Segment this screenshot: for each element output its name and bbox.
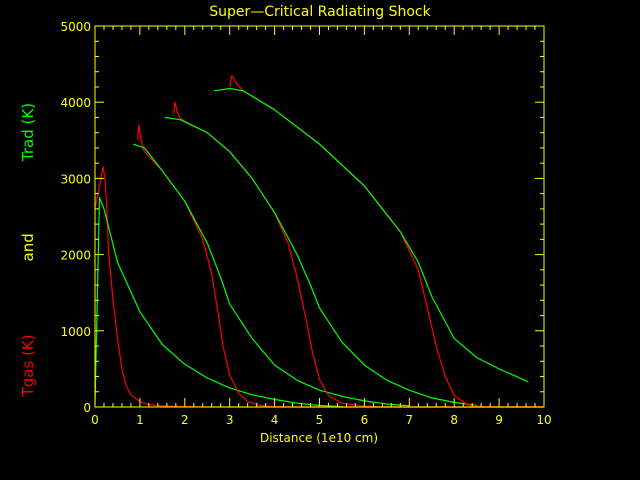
y-label-trad: Trad (K) <box>19 103 37 162</box>
y-tick-label: 1000 <box>60 325 91 339</box>
trad-curve-3 <box>164 116 477 407</box>
x-tick-label: 8 <box>450 413 458 427</box>
x-tick-label: 5 <box>316 413 324 427</box>
x-tick-label: 3 <box>226 413 234 427</box>
x-tick-label: 4 <box>271 413 279 427</box>
x-tick-label: 10 <box>536 413 551 427</box>
y-tick-label: 2000 <box>60 249 91 263</box>
series-layer <box>94 74 544 408</box>
y-tick-label: 5000 <box>60 20 91 34</box>
chart-title: Super—Critical Radiating Shock <box>209 4 431 20</box>
x-tick-label: 0 <box>91 413 99 427</box>
trad-curve-2 <box>133 143 410 407</box>
y-axis-label: Tgas (K) and Trad (K) <box>19 103 37 397</box>
y-label-and: and <box>19 233 37 261</box>
tgas-curve-2 <box>137 124 544 408</box>
trad-curve-4 <box>213 87 529 383</box>
y-tick-label: 4000 <box>60 96 91 110</box>
svg-text:Tgas (K) and Trad: Tgas (K) and Trad (K) <box>19 103 37 397</box>
y-label-tgas: Tgas (K) <box>19 334 37 397</box>
x-axis-label: Distance (1e10 cm) <box>260 431 378 445</box>
x-tick-label: 9 <box>495 413 503 427</box>
y-tick-label: 3000 <box>60 172 91 186</box>
x-tick-label: 1 <box>136 413 144 427</box>
axes: 0 1 2 3 4 5 6 7 8 9 10 0 1000 2000 3000 4000 5000 <box>60 20 551 427</box>
y-tick-label: 0 <box>83 401 91 415</box>
x-tick-label: 7 <box>405 413 413 427</box>
tgas-curve-3 <box>173 101 544 408</box>
x-tick-label: 2 <box>181 413 189 427</box>
x-tick-label: 6 <box>361 413 369 427</box>
trad-curve-1 <box>94 196 343 408</box>
